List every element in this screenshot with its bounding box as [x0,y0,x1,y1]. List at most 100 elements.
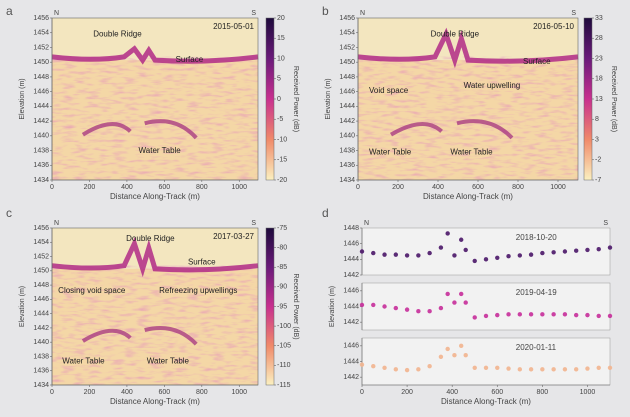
colorbar-tick-label: 33 [595,15,603,22]
x-tick-label: 1000 [231,389,247,396]
south-label: S [571,10,576,17]
date-label: 2017-03-27 [213,232,254,241]
point [596,246,601,252]
point [438,245,444,250]
x-tick-label: 600 [159,184,171,191]
x-tick-label: 1000 [580,389,596,396]
annotation: Double Ridge [431,29,480,38]
y-tick-label: 1450 [33,268,49,275]
colorbar-tick-label: 18 [595,76,603,83]
point [483,365,489,370]
y-tick-label: 1446 [339,88,355,95]
y-tick-label: 1442 [343,374,359,381]
radargram-speckle [358,56,578,180]
point [382,304,387,309]
colorbar-tick-label: -115 [277,382,291,389]
point [359,302,365,308]
colorbar-tick-label: -20 [277,177,287,184]
y-tick-label: 1456 [33,15,49,22]
y-tick-label: 1448 [33,282,49,289]
annotation: Void space [369,86,409,95]
y-tick-label: 1454 [33,239,49,246]
point [573,312,579,318]
point [495,312,500,318]
x-tick-label: 400 [432,184,444,191]
x-tick-label: 400 [121,184,133,191]
point [551,250,556,255]
point [382,365,387,370]
series-date: 2018-10-20 [516,233,557,242]
point [459,237,464,242]
y-tick-label: 1436 [33,162,49,169]
y-tick-label: 1452 [33,44,49,51]
point [359,362,365,367]
y-axis-title: Elevation (m) [19,286,26,327]
point [596,365,601,370]
y-tick-label: 1442 [343,272,359,279]
y-tick-label: 1438 [33,147,49,154]
y-axis-title: Elevation (m) [19,78,26,119]
x-tick-label: 800 [196,389,208,396]
colorbar-tick-label: -105 [277,343,291,350]
point [517,253,523,258]
x-tick-label: 1000 [550,184,566,191]
colorbar-tick-label: -7 [595,177,601,184]
x-tick-label: 800 [196,184,208,191]
x-tick-label: 200 [401,389,413,396]
point [585,366,590,371]
point [517,312,523,317]
y-axis-title: Elevation (m) [329,286,336,327]
point [371,302,376,308]
colorbar-tick-label: -2 [595,157,601,164]
point [517,367,523,372]
colorbar-tick-label: -80 [277,244,287,251]
annotation: Water upwelling [464,81,521,90]
annotation: Water Table [147,357,190,366]
north-label: N [364,220,369,227]
point [404,253,410,258]
surface-reflection [51,236,259,278]
annotation: Surface [188,258,216,267]
y-tick-label: 1446 [33,88,49,95]
colorbar-tick-label: -5 [277,116,283,123]
colorbar-tick-label: -110 [277,362,291,369]
point [404,367,410,373]
point [382,252,387,257]
water-table-reflection [81,119,198,140]
y-tick-label: 1434 [33,382,49,389]
colorbar [265,227,275,386]
point [445,231,450,236]
y-tick-label: 1436 [339,162,355,169]
annotation: Water Table [139,146,182,155]
radargram-speckle [52,265,258,385]
y-tick-label: 1454 [339,30,355,37]
y-tick-label: 1442 [33,325,49,332]
y-tick-label: 1444 [343,256,359,263]
point [371,364,376,369]
point [528,312,534,317]
colorbar-tick-label: -75 [277,225,287,232]
point [371,250,376,256]
point [359,249,365,254]
y-tick-label: 1438 [339,147,355,154]
colorbar-tick-label: 23 [595,55,603,62]
x-tick-label: 600 [472,184,484,191]
y-tick-label: 1446 [343,288,359,295]
south-label: S [251,10,256,17]
annotation: Water Table [450,148,493,157]
water-table-reflection [81,325,198,346]
annotation: Closing void space [58,286,126,295]
point [483,313,489,319]
y-tick-label: 1444 [339,103,355,110]
y-tick-label: 1446 [343,343,359,350]
point [393,252,399,257]
x-tick-label: 0 [50,389,54,396]
point [452,353,457,358]
point [438,354,444,359]
x-tick-label: 1000 [231,184,247,191]
x-axis-title: Distance Along-Track (m) [423,192,513,201]
colorbar-tick-label: -15 [277,157,287,164]
panel-label: d [322,206,329,220]
x-axis-title: Distance Along-Track (m) [441,397,531,406]
annotation: Refreezing upwellings [159,286,237,295]
